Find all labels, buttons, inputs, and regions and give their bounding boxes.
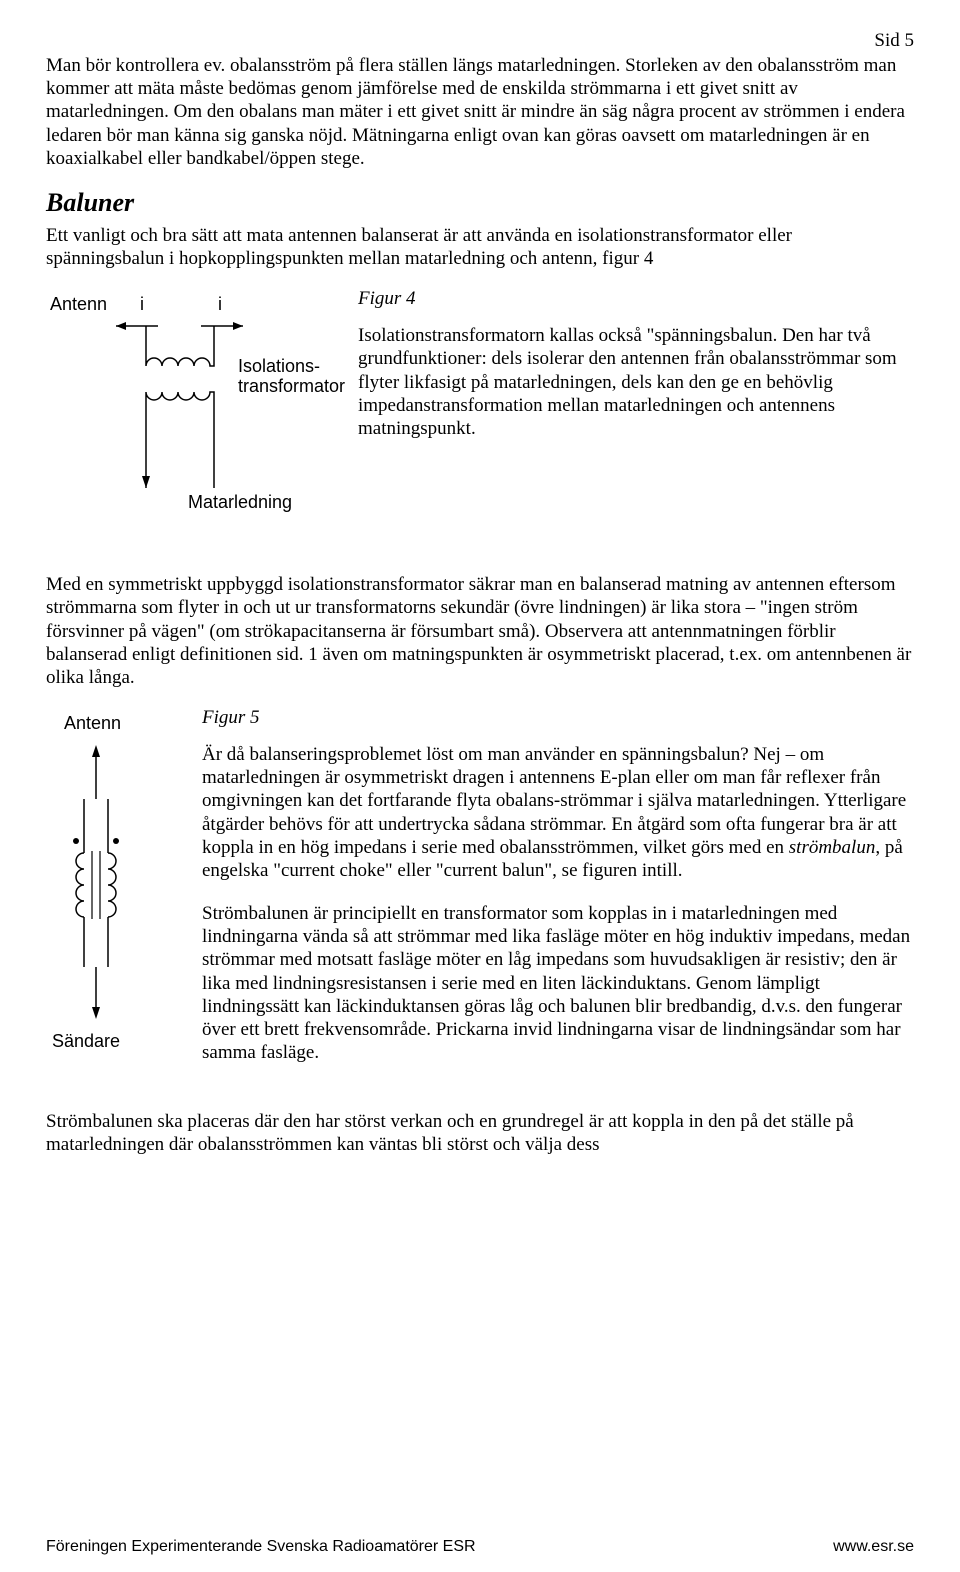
footer-left: Föreningen Experimenterande Svenska Radi… bbox=[46, 1538, 476, 1556]
fig5-label-antenn: Antenn bbox=[64, 713, 121, 733]
fig4-label-iso2: transformator bbox=[238, 376, 345, 396]
fig5-term: strömbalun bbox=[789, 837, 876, 858]
figure-4-diagram: Antenn i i bbox=[46, 288, 346, 553]
page-number: Sid 5 bbox=[46, 30, 914, 52]
footer: Föreningen Experimenterande Svenska Radi… bbox=[46, 1538, 914, 1556]
figure-5-row: Antenn bbox=[46, 707, 914, 1092]
fig5-label-sandare: Sändare bbox=[52, 1031, 120, 1051]
heading-baluner: Baluner bbox=[46, 188, 914, 218]
paragraph-baluner-intro: Ett vanligt och bra sätt att mata antenn… bbox=[46, 224, 914, 270]
figure-4-row: Antenn i i bbox=[46, 288, 914, 553]
fig4-label-i2: i bbox=[218, 294, 222, 314]
fig4-label-iso1: Isolations- bbox=[238, 356, 320, 376]
figure-5-label: Figur 5 bbox=[202, 707, 914, 729]
fig4-label-i1: i bbox=[140, 294, 144, 314]
figure-5-diagram: Antenn bbox=[46, 707, 188, 1092]
paragraph-placement: Strömbalunen ska placeras där den har st… bbox=[46, 1110, 914, 1156]
fig4-label-matar: Matarledning bbox=[188, 492, 292, 512]
figure-4-text: Isolationstransformatorn kallas också "s… bbox=[358, 324, 914, 440]
figure-4-label: Figur 4 bbox=[358, 288, 914, 310]
footer-right: www.esr.se bbox=[833, 1538, 914, 1556]
figure-5-p2: Strömbalunen är principiellt en transfor… bbox=[202, 902, 914, 1064]
paragraph-intro: Man bör kontrollera ev. obalansström på … bbox=[46, 54, 914, 170]
paragraph-symmetric: Med en symmetriskt uppbyggd isolationstr… bbox=[46, 573, 914, 689]
fig4-label-antenn: Antenn bbox=[50, 294, 107, 314]
figure-5-p1: Är då balanseringsproblemet löst om man … bbox=[202, 743, 914, 882]
